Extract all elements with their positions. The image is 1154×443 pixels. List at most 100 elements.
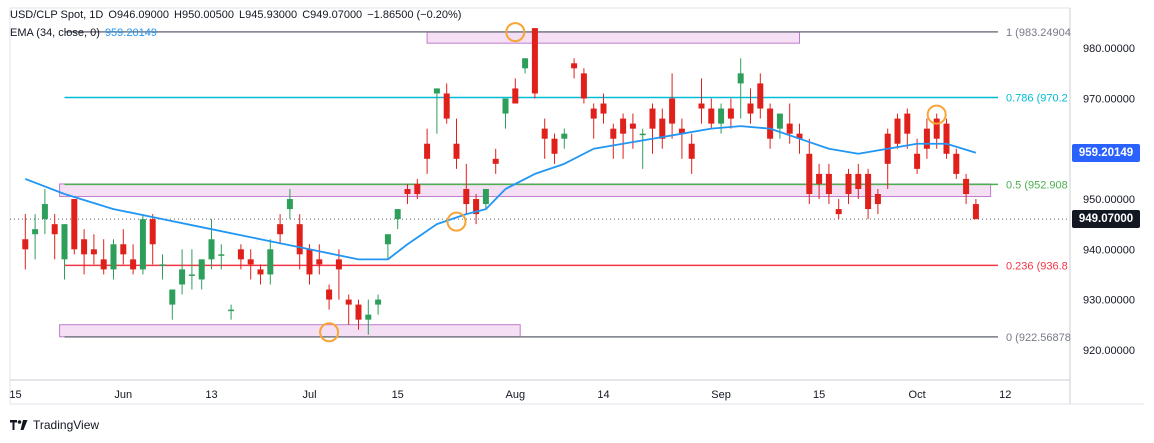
candle-body (610, 128, 617, 139)
candle-body (473, 199, 480, 215)
candle-body (914, 153, 921, 169)
x-tick-label: 15 (392, 389, 404, 401)
candle-body (277, 224, 284, 235)
fib-level-label: 0.5 (952.908 (1006, 179, 1068, 191)
swing-marker-circle (446, 211, 467, 232)
candle-body (32, 229, 39, 235)
candle-body (561, 133, 568, 139)
chart-background (9, 7, 1144, 405)
x-tick-label: Oct (909, 389, 926, 401)
candle-body (443, 93, 450, 119)
fib-level-label: 1 (983.24904 (1006, 27, 1071, 39)
x-tick-label: 12 (999, 389, 1011, 401)
candle-body (688, 143, 695, 159)
tradingview-brand: TradingView (33, 418, 100, 432)
candle-body (453, 143, 460, 159)
candle-body (825, 173, 832, 194)
candle-body (433, 88, 440, 94)
candle-body (894, 118, 901, 144)
x-tick-label: Jun (114, 389, 132, 401)
candle-body (600, 103, 607, 114)
symbol-label[interactable]: USD/CLP Spot, 1D (10, 9, 104, 21)
ema-label[interactable]: EMA (34, close, 0) (10, 27, 100, 39)
candle-body (286, 199, 293, 210)
candle-body (208, 239, 215, 260)
swing-marker-circle (926, 104, 947, 125)
candle-body (629, 123, 636, 129)
candle-body (786, 123, 793, 134)
candle-body (296, 224, 303, 255)
low-value: L945.93000 (239, 9, 298, 21)
candle-body (169, 289, 176, 305)
candle-body (179, 269, 186, 285)
tradingview-logo[interactable]: TradingView (10, 418, 99, 432)
x-tick-label: Jul (302, 389, 316, 401)
x-tick-label: 14 (597, 389, 609, 401)
ema-polyline (24, 125, 977, 261)
fibonacci-levels: 1 (983.24904 0.786 (970.2 0.5 (952.908 0.23… (10, 27, 1071, 344)
candle-body (649, 108, 656, 129)
candle-body (424, 143, 431, 159)
tradingview-logo-icon (10, 420, 28, 430)
candle-body (198, 259, 205, 280)
candle-body (757, 83, 764, 109)
candle-body (375, 299, 382, 305)
candle-body (22, 239, 29, 250)
candle-body (659, 118, 666, 139)
candle-body (953, 153, 960, 174)
candle-body (81, 239, 88, 255)
candle-body (551, 138, 558, 154)
candle-body (747, 103, 754, 114)
candle-body (482, 188, 489, 205)
candle-body (972, 204, 979, 220)
y-tick-label: 920.00000 (1083, 345, 1135, 357)
candle-body (923, 128, 930, 149)
candle-body (933, 118, 940, 139)
candle-body (218, 254, 225, 256)
candle-body (492, 158, 499, 164)
candle-body (394, 209, 401, 220)
candle-body (384, 234, 391, 245)
candle-body (571, 63, 578, 69)
candle-body (71, 199, 78, 250)
y-tick-label: 950.00000 (1083, 194, 1135, 206)
candle-body (512, 88, 519, 104)
candle-body (228, 309, 235, 312)
highlight-zone (59, 324, 521, 338)
x-tick-label: 15 (813, 389, 825, 401)
candle-body (41, 204, 48, 220)
x-tick-label: Sep (711, 389, 731, 401)
candle-body (865, 173, 872, 210)
candle-body (698, 103, 705, 109)
fib-level-label: 0.236 (936.8 (1006, 260, 1068, 272)
chart-header-ema: EMA (34, close, 0) 959.20149 (10, 27, 159, 39)
candle-body (345, 299, 352, 305)
candle-body (257, 269, 264, 275)
candle-body (767, 108, 774, 139)
candle-body (90, 249, 97, 255)
candle-body (845, 173, 852, 194)
candle-body (620, 118, 627, 134)
candle-body (541, 128, 548, 139)
candle-body (100, 259, 107, 270)
candle-body (120, 244, 127, 255)
y-tick-label: 980.00000 (1083, 43, 1135, 55)
candle-body (796, 133, 803, 139)
open-value: O946.09000 (108, 9, 169, 21)
y-tick-label: 940.00000 (1083, 244, 1135, 256)
candle-body (963, 178, 970, 194)
candle-body (639, 133, 646, 136)
y-tick-label: 930.00000 (1083, 295, 1135, 307)
candle-body (335, 259, 342, 270)
candle-body (580, 73, 587, 99)
candle-body (463, 188, 470, 205)
candle-body (708, 108, 715, 124)
candle-body (316, 259, 323, 265)
candle-body (355, 304, 362, 320)
candle-body (502, 98, 509, 114)
candle-body (149, 219, 156, 245)
highlight-zone (426, 31, 800, 44)
swing-marker-circle (319, 322, 340, 343)
close-value: C949.07000 (302, 9, 363, 21)
